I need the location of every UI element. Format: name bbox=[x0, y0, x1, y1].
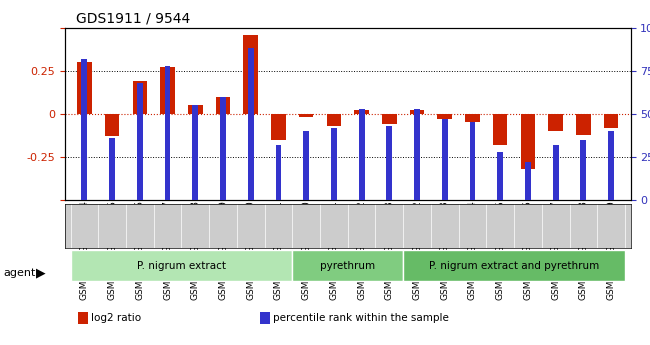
Text: percentile rank within the sample: percentile rank within the sample bbox=[273, 314, 449, 323]
Text: GSM66838: GSM66838 bbox=[578, 200, 588, 253]
Bar bbox=[525, 162, 531, 200]
Text: GDS1911 / 9544: GDS1911 / 9544 bbox=[76, 11, 190, 25]
FancyBboxPatch shape bbox=[71, 250, 292, 281]
FancyBboxPatch shape bbox=[403, 250, 625, 281]
Text: GSM66843: GSM66843 bbox=[384, 200, 395, 253]
Bar bbox=[133, 81, 147, 114]
Bar bbox=[604, 114, 618, 128]
Bar bbox=[576, 114, 591, 135]
Text: P. nigrum extract: P. nigrum extract bbox=[137, 261, 226, 270]
Text: GSM66839: GSM66839 bbox=[606, 200, 616, 253]
Bar bbox=[81, 59, 87, 200]
Text: pyrethrum: pyrethrum bbox=[320, 261, 375, 270]
Bar bbox=[216, 97, 230, 114]
Bar bbox=[77, 62, 92, 114]
Text: GSM66831: GSM66831 bbox=[274, 200, 283, 253]
Bar bbox=[521, 114, 535, 169]
Bar bbox=[465, 114, 480, 122]
Text: GSM66836: GSM66836 bbox=[523, 200, 533, 253]
Bar bbox=[608, 131, 614, 200]
Bar bbox=[188, 105, 203, 114]
Bar bbox=[271, 114, 286, 140]
Bar bbox=[469, 122, 475, 200]
Bar bbox=[220, 97, 226, 200]
Text: GSM66827: GSM66827 bbox=[162, 200, 172, 253]
Bar bbox=[331, 128, 337, 200]
FancyBboxPatch shape bbox=[292, 250, 403, 281]
Text: GSM66837: GSM66837 bbox=[551, 200, 561, 253]
Bar bbox=[354, 110, 369, 114]
Text: GSM66842: GSM66842 bbox=[357, 200, 367, 253]
Bar bbox=[410, 110, 424, 114]
Bar bbox=[552, 145, 558, 200]
Text: ▶: ▶ bbox=[36, 266, 46, 279]
Bar bbox=[386, 126, 392, 200]
Text: GSM66826: GSM66826 bbox=[135, 200, 145, 253]
Bar bbox=[137, 83, 143, 200]
Text: log2 ratio: log2 ratio bbox=[91, 314, 141, 323]
Text: GSM66840: GSM66840 bbox=[301, 200, 311, 253]
Bar bbox=[437, 114, 452, 119]
Bar bbox=[248, 48, 254, 200]
Bar bbox=[414, 109, 420, 200]
Text: GSM66841: GSM66841 bbox=[329, 200, 339, 253]
Bar bbox=[299, 114, 313, 117]
Text: agent: agent bbox=[3, 268, 36, 277]
Bar bbox=[304, 131, 309, 200]
Text: GSM66829: GSM66829 bbox=[218, 200, 228, 253]
Text: P. nigrum extract and pyrethrum: P. nigrum extract and pyrethrum bbox=[429, 261, 599, 270]
Bar bbox=[244, 34, 258, 114]
Bar bbox=[105, 114, 120, 136]
Text: GSM66834: GSM66834 bbox=[467, 200, 478, 253]
Bar bbox=[497, 152, 503, 200]
Bar bbox=[161, 67, 175, 114]
Bar bbox=[580, 140, 586, 200]
Text: GSM66828: GSM66828 bbox=[190, 200, 200, 253]
Bar bbox=[549, 114, 563, 131]
Bar bbox=[442, 119, 448, 200]
Text: GSM66825: GSM66825 bbox=[107, 200, 117, 253]
Bar bbox=[382, 114, 396, 124]
Bar bbox=[326, 114, 341, 126]
Text: GSM66835: GSM66835 bbox=[495, 200, 505, 253]
Text: GSM66830: GSM66830 bbox=[246, 200, 255, 253]
Text: GSM66832: GSM66832 bbox=[412, 200, 422, 253]
Bar bbox=[493, 114, 508, 145]
Bar bbox=[359, 109, 365, 200]
Bar bbox=[164, 66, 170, 200]
Bar bbox=[192, 105, 198, 200]
Bar bbox=[109, 138, 115, 200]
Text: GSM66833: GSM66833 bbox=[440, 200, 450, 253]
Bar bbox=[276, 145, 281, 200]
Text: GSM66824: GSM66824 bbox=[79, 200, 90, 253]
